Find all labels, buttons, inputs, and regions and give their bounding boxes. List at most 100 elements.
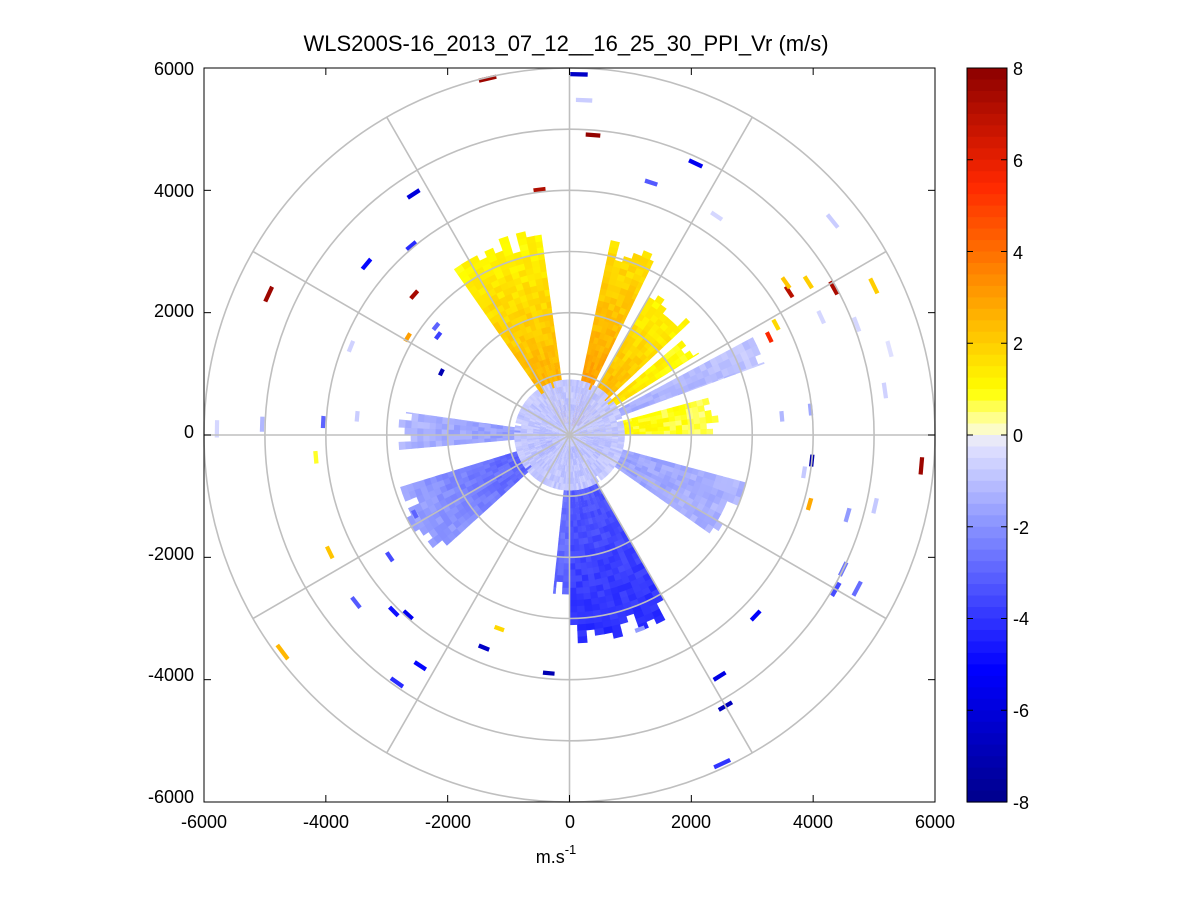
data-cell — [616, 382, 624, 390]
data-cell — [459, 420, 467, 426]
data-cell — [562, 458, 566, 466]
data-cell — [551, 437, 558, 440]
data-cell — [537, 395, 544, 403]
data-cell — [596, 534, 603, 542]
data-cell — [536, 466, 543, 473]
data-cell — [562, 502, 567, 509]
data-cell — [530, 469, 537, 476]
data-cell — [468, 255, 481, 266]
colorbar-cell — [967, 171, 1007, 184]
data-cell — [562, 410, 565, 418]
data-cell — [615, 447, 623, 452]
data-cell — [526, 358, 534, 367]
data-cell — [549, 445, 555, 451]
data-cell — [564, 440, 568, 447]
data-cell — [552, 468, 557, 476]
data-cell — [579, 414, 584, 420]
data-cell — [682, 429, 689, 435]
data-cell — [578, 501, 583, 509]
data-cell — [483, 427, 491, 432]
data-cell — [565, 446, 568, 454]
data-cell — [447, 423, 455, 430]
data-cell — [532, 362, 539, 370]
data-cell — [752, 364, 759, 369]
data-cell — [559, 438, 565, 443]
data-cell — [604, 264, 614, 273]
data-cell — [616, 273, 627, 283]
data-cell — [560, 526, 566, 534]
data-cell — [649, 402, 656, 406]
data-cell — [575, 405, 579, 412]
data-cell — [530, 310, 539, 319]
data-cell — [561, 439, 566, 446]
data-cell — [587, 429, 594, 432]
data-cell — [569, 520, 574, 528]
data-cell — [549, 453, 555, 460]
data-cell — [619, 467, 627, 474]
data-cell — [478, 422, 485, 428]
data-cell — [571, 440, 574, 448]
return-cell — [749, 609, 762, 622]
data-cell — [580, 415, 586, 421]
data-cell — [557, 437, 564, 440]
data-cell — [570, 441, 573, 448]
data-cell — [565, 520, 570, 528]
data-cell — [575, 501, 580, 509]
data-cell — [599, 427, 606, 430]
data-cell — [582, 475, 587, 483]
data-cell — [496, 437, 503, 442]
data-cell — [538, 413, 545, 419]
data-cell — [561, 411, 565, 418]
data-cell — [563, 446, 566, 453]
data-cell — [527, 397, 534, 404]
data-cell — [599, 287, 608, 296]
data-cell — [562, 483, 566, 491]
data-cell — [557, 420, 563, 426]
data-cell — [581, 400, 586, 408]
data-cell — [627, 450, 635, 456]
data-cell — [583, 468, 588, 476]
data-cell — [508, 429, 515, 433]
data-cell — [489, 437, 497, 442]
data-cell — [558, 444, 563, 451]
data-cell — [538, 438, 546, 441]
data-cell — [641, 606, 653, 617]
data-cell — [614, 413, 622, 419]
data-cell — [482, 262, 493, 273]
data-cell — [602, 461, 609, 467]
return-cell — [570, 72, 588, 77]
x-tick-label: -6000 — [181, 812, 227, 832]
return-cell — [406, 188, 421, 200]
data-cell — [638, 457, 646, 463]
data-cell — [633, 428, 640, 433]
data-cell — [496, 425, 504, 430]
data-cell — [565, 422, 568, 430]
data-cell — [519, 294, 528, 303]
data-cell — [550, 350, 556, 358]
data-cell — [581, 438, 588, 441]
data-cell — [435, 434, 442, 441]
colorbar-tick-label: 4 — [1013, 243, 1023, 263]
data-cell — [573, 439, 578, 446]
data-cell — [575, 436, 582, 440]
return-cell — [851, 580, 863, 597]
data-cell — [528, 447, 536, 452]
data-cell — [533, 472, 540, 480]
data-cell — [572, 446, 576, 454]
data-cell — [613, 572, 622, 582]
data-cell — [575, 386, 579, 393]
return-cell — [313, 450, 319, 464]
data-cell — [621, 314, 628, 323]
data-cell — [548, 411, 554, 417]
data-cell — [553, 449, 559, 455]
data-cell — [586, 451, 593, 457]
data-cell — [576, 605, 585, 613]
data-cell — [564, 404, 567, 411]
data-cell — [606, 365, 613, 374]
data-cell — [591, 455, 597, 462]
data-cell — [748, 355, 759, 368]
return-cell — [320, 415, 326, 429]
data-cell — [505, 455, 513, 461]
data-cell — [655, 400, 662, 404]
